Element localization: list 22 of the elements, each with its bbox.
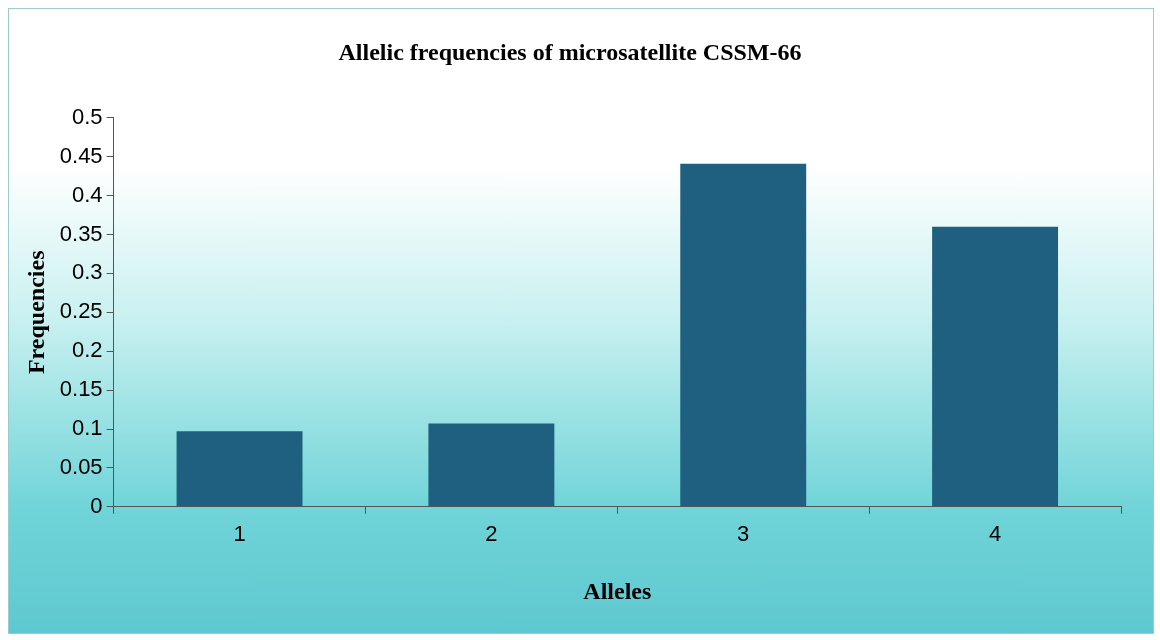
y-tick-label: 0.45 — [59, 142, 103, 168]
y-tick-label: 0.05 — [59, 453, 103, 479]
x-tick-label: 3 — [737, 521, 750, 547]
y-tick-label: 0.15 — [59, 376, 103, 402]
y-tick-label: 0.25 — [59, 298, 103, 324]
x-tick-label: 1 — [233, 521, 246, 547]
y-tick-label: 0.35 — [59, 220, 103, 246]
x-tick-label: 2 — [485, 521, 498, 547]
bar — [932, 226, 1059, 507]
y-tick-label: 0 — [90, 492, 103, 518]
y-axis-title: Frequencies — [22, 250, 49, 375]
bar — [428, 423, 555, 507]
y-tick-label: 0.1 — [72, 415, 103, 441]
y-tick-label: 0.3 — [72, 259, 103, 285]
bar — [176, 431, 303, 507]
y-tick-label: 0.5 — [72, 103, 103, 129]
bar — [680, 163, 807, 507]
y-tick-label: 0.4 — [72, 181, 103, 207]
x-axis-title: Alleles — [583, 577, 652, 604]
y-tick-label: 0.2 — [72, 337, 103, 363]
x-tick-label: 4 — [988, 521, 1002, 547]
chart-title: Allelic frequencies of microsatellite CSSM-66 — [338, 38, 802, 65]
